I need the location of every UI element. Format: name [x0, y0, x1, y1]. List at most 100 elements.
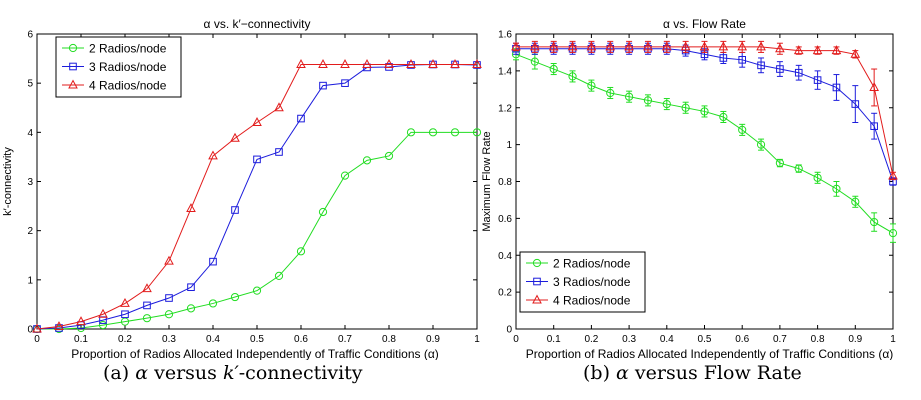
- chart-right-series-4-radios: [511, 40, 898, 181]
- chart-right-data-point: [831, 45, 842, 55]
- chart-left-x-tick-label: 0.1: [74, 334, 88, 345]
- chart-right-data-point: [888, 229, 898, 238]
- chart-left-data-point: [209, 257, 217, 266]
- chart-right-data-point: [643, 41, 653, 51]
- chart-left-data-point: [340, 171, 350, 180]
- chart-left-x-tick-label: 0.3: [162, 334, 176, 345]
- chart-right-data-point: [681, 103, 690, 112]
- chart-right-x-tick-label: 0.7: [773, 334, 787, 345]
- chart-left-legend-label: 2 Radios/node: [89, 42, 167, 56]
- chart-right-data-point: [757, 61, 765, 70]
- chart-right-data-point: [775, 158, 785, 168]
- caption-left-symbol-alpha: α: [135, 362, 149, 384]
- figure-canvas: 0 0.1 0.2 0.3 0.4 0.5 0.6 0.7 0.8 0.9 1 0 1 2 3 4 5 6 α vs…: [2, 17, 898, 360]
- chart-left-y-axis-label: k′-connectivity: [2, 147, 14, 216]
- chart-left-data-point: [406, 128, 416, 137]
- chart-left-y-tick-label: 6: [27, 30, 33, 41]
- chart-right-x-axis-label: Proportion of Radios Allocated Independe…: [526, 347, 894, 360]
- chart-left-data-point: [472, 128, 482, 137]
- chart-right-data-point: [568, 72, 577, 81]
- caption-right-symbol-alpha: α: [616, 362, 629, 384]
- chart-left-data-point: [32, 323, 42, 333]
- chart-left-data-point: [98, 320, 108, 330]
- chart-right-data-point: [719, 112, 728, 122]
- chart-left-legend-label: 3 Radios/node: [89, 60, 167, 74]
- chart-left-data-point: [54, 321, 64, 331]
- chart-left-data-point: [120, 297, 130, 307]
- chart-left-x-tick-label: 0.2: [118, 334, 132, 345]
- chart-left-data-point: [142, 283, 152, 293]
- chart-right-x-tick-label: 0.3: [622, 334, 636, 345]
- chart-left-y-tick-label: 1: [27, 275, 33, 286]
- chart-right-y-tick-label: 0.8: [498, 177, 512, 188]
- chart-right-data-point: [530, 41, 540, 51]
- chart-left-data-point: [76, 316, 86, 326]
- chart-right-y-tick-label: 0.4: [498, 251, 512, 262]
- chart-left-data-point: [274, 271, 284, 280]
- chart-left-data-point: [384, 59, 394, 68]
- caption-left-symbol-k: k′: [222, 362, 239, 384]
- chart-left-data-point: [472, 59, 482, 68]
- chart-left-data-point: [187, 283, 195, 292]
- chart-right-legend-label: 2 Radios/node: [553, 257, 631, 271]
- chart-left-series-line: [36, 63, 478, 330]
- chart-right-x-tick-label: 0.9: [848, 334, 862, 345]
- chart-left-data-point: [296, 247, 306, 256]
- chart-left-data-point: [362, 59, 372, 68]
- chart-right-data-point: [625, 92, 634, 101]
- chart-right-data-point: [813, 76, 822, 84]
- chart-right-data-point: [812, 45, 823, 55]
- chart-left-data-point: [340, 59, 350, 68]
- chart-left-x-tick-label: 0.4: [206, 334, 220, 345]
- chart-right-data-point: [738, 56, 747, 64]
- chart-left-x-tick-label: 0.9: [426, 334, 440, 345]
- chart-right-data-point: [793, 45, 804, 55]
- chart-left-series-line: [36, 63, 477, 330]
- chart-left-data-point: [142, 314, 152, 323]
- chart-right-data-point: [718, 41, 729, 51]
- chart-right-data-point: [548, 41, 559, 51]
- chart-left-data-point: [297, 114, 305, 123]
- chart-left-y-tick-label: 0: [27, 325, 33, 336]
- chart-right-legend: 2 Radios/node 3 Radios/node 4 Radios/node: [519, 251, 646, 313]
- chart-left-data-point: [450, 59, 460, 68]
- chart-right-data-point: [643, 96, 653, 105]
- chart-left-data-point: [164, 255, 174, 265]
- chart-left-data-point: [406, 59, 416, 68]
- caption-left-rest: -connectivity: [238, 362, 363, 384]
- chart-right-y-tick-label: 1: [506, 140, 512, 151]
- chart-right-data-point: [719, 54, 728, 62]
- chart-right-data-point: [661, 41, 672, 51]
- chart-left-data-point: [318, 207, 328, 217]
- chart-left-x-tick-label: 0.7: [338, 334, 352, 345]
- chart-right-data-point: [870, 217, 879, 227]
- chart-right-data-point: [756, 140, 766, 149]
- chart-left-x-tick-label: 0.5: [250, 334, 264, 345]
- chart-right-data-point: [794, 68, 803, 77]
- chart-left-data-point: [165, 294, 173, 302]
- chart-right-data-point: [699, 41, 710, 51]
- chart-left-data-point: [362, 156, 372, 165]
- chart-left-data-point: [318, 59, 328, 68]
- chart-left-data-point: [230, 132, 240, 142]
- chart-left-data-point: [208, 150, 218, 160]
- chart-right-data-point: [737, 41, 748, 51]
- chart-right-x-tick-label: 0.8: [811, 334, 825, 345]
- chart-right: 0 0.1 0.2 0.3 0.4 0.5 0.6 0.7 0.8 0.9 1 0 0.2 0.4 0.6 0…: [481, 17, 898, 360]
- chart-left-data-point: [121, 310, 129, 319]
- chart-right-data-point: [662, 99, 671, 109]
- chart-right-data-point: [870, 122, 878, 130]
- chart-left-data-point: [296, 59, 306, 68]
- chart-left-data-point: [208, 299, 218, 308]
- chart-right-legend-label: 3 Radios/node: [553, 275, 631, 289]
- chart-right-data-point: [832, 184, 841, 193]
- chart-right-data-point: [832, 83, 841, 92]
- chart-left-data-point: [252, 117, 262, 126]
- chart-right-data-point: [680, 41, 691, 51]
- caption-right-prefix: (b): [583, 362, 617, 384]
- chart-left-title: α vs. k′−connectivity: [204, 17, 311, 31]
- chart-right-series-2-radios: [511, 48, 898, 243]
- chart-right-x-tick-label: 0.5: [698, 334, 712, 345]
- chart-right-x-tick-label: 0.4: [660, 334, 674, 345]
- chart-right-x-tick-label: 0: [513, 334, 519, 345]
